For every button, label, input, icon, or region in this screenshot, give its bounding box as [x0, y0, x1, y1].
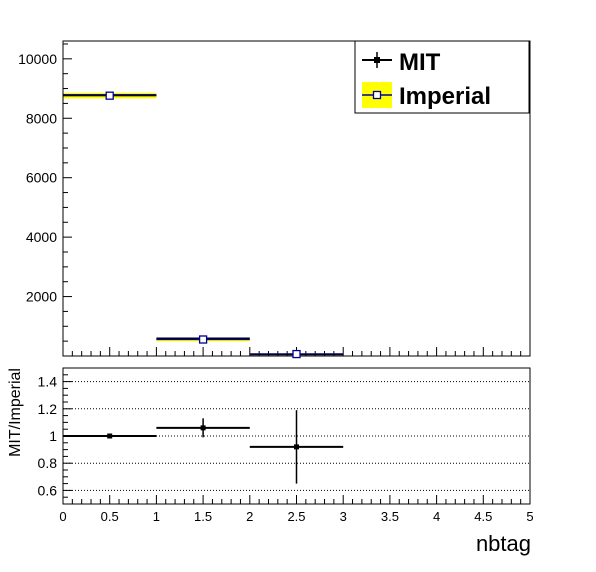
ratio-x-tick-label: 1 — [153, 509, 160, 524]
ratio-x-tick-label: 5 — [526, 509, 533, 524]
ratio-x-tick-label: 1.5 — [194, 509, 212, 524]
main-y-tick-label: 6000 — [26, 170, 57, 186]
main-y-axis: 2000 4000 6000 8000 10000 — [18, 43, 72, 357]
ratio-y-tick-label: 1.4 — [38, 374, 58, 390]
legend-imperial-marker — [372, 90, 382, 100]
series-point — [292, 349, 301, 359]
ratio-x-tick-label: 0.5 — [101, 509, 119, 524]
ratio-x-tick-label: 2.5 — [287, 509, 305, 524]
ratio-x-tick-label: 4 — [433, 509, 440, 524]
ratio-panel: 0.6 0.8 1 1.2 1.4 0 0.5 1 1.5 2 2.5 3 3.5 4 4.5 5 MIT/… — [7, 367, 534, 556]
legend-mit-marker — [374, 57, 380, 63]
x-axis-title: nbtag — [476, 531, 531, 556]
ratio-x-axis: 0 0.5 1 1.5 2 2.5 3 3.5 4 4.5 5 — [59, 495, 534, 524]
main-y-tick-label: 8000 — [26, 110, 57, 126]
series-imperial — [63, 91, 344, 359]
ratio-x-tick-label: 2 — [246, 509, 253, 524]
ratio-y-axis-title: MIT/Imperial — [7, 368, 24, 457]
ratio-x-tick-label: 3 — [340, 509, 347, 524]
series-point — [198, 335, 208, 344]
ratio-marker — [200, 425, 206, 431]
main-y-tick-label: 4000 — [26, 229, 57, 245]
main-panel: 2000 4000 6000 8000 10000 — [18, 40, 531, 359]
legend-entry-mit: MIT — [362, 49, 441, 76]
legend-imperial-label: Imperial — [399, 83, 491, 110]
main-series — [63, 91, 344, 359]
ratio-points — [63, 410, 344, 484]
ratio-marker — [294, 444, 299, 450]
ratio-point — [63, 433, 157, 439]
legend-mit-label: MIT — [399, 49, 441, 76]
ratio-x-tick-label: 0 — [59, 509, 66, 524]
legend-entry-imperial: Imperial — [362, 82, 491, 110]
ratio-y-tick-label: 1 — [49, 428, 57, 444]
main-y-tick-label: 10000 — [18, 51, 57, 67]
main-y-tick-label: 2000 — [26, 289, 57, 305]
ratio-point — [156, 418, 250, 438]
ratio-y-tick-label: 0.8 — [38, 455, 58, 471]
ratio-marker — [107, 433, 113, 439]
ratio-x-tick-label: 3.5 — [381, 509, 399, 524]
legend: MIT Imperial — [354, 40, 530, 114]
ratio-point — [249, 410, 344, 484]
ratio-x-tick-label: 4.5 — [474, 509, 492, 524]
ratio-y-axis: 0.6 0.8 1 1.2 1.4 — [38, 367, 72, 505]
series-point — [105, 91, 114, 100]
ratio-y-tick-label: 1.2 — [38, 401, 58, 417]
ratio-y-tick-label: 0.6 — [38, 482, 58, 498]
